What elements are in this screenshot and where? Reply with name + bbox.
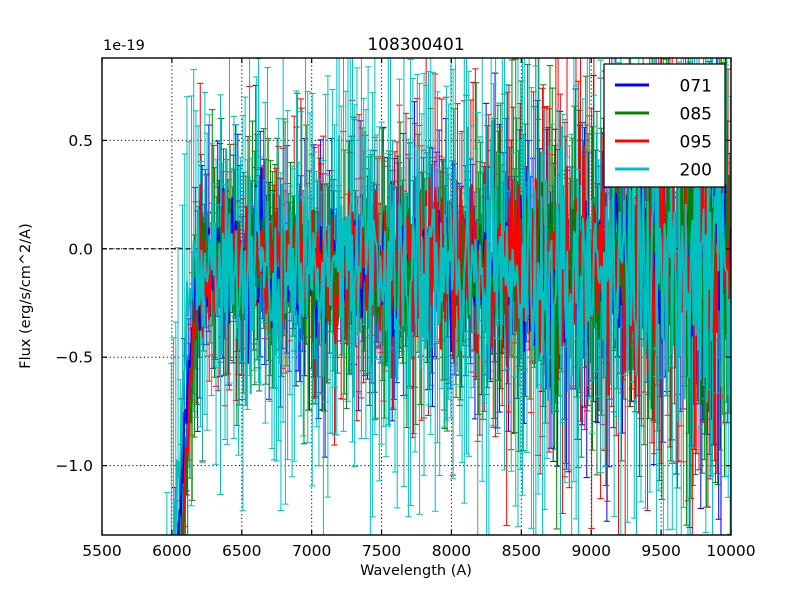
x-tick-label: 6500 — [222, 542, 261, 560]
x-tick-label: 7000 — [292, 542, 331, 560]
page-title: 108300401 — [367, 35, 464, 55]
legend-label-200[interactable]: 200 — [680, 161, 712, 181]
legend-label-071[interactable]: 071 — [680, 77, 712, 97]
y-tick-label: −0.5 — [55, 349, 93, 367]
x-tick-labels: 5500 6000 6500 7000 7500 8000 8500 9000 9500 1000… — [82, 542, 755, 560]
x-tick-label: 6000 — [152, 542, 191, 560]
x-tick-label: 10000 — [706, 542, 755, 560]
x-tick-label: 8000 — [432, 542, 471, 560]
legend-label-095[interactable]: 095 — [680, 133, 712, 153]
x-tick-label: 9500 — [641, 542, 680, 560]
axis-ticks — [101, 58, 732, 535]
x-tick-label: 7500 — [362, 542, 401, 560]
x-tick-label: 5500 — [82, 542, 121, 560]
x-axis-label: Wavelength (A) — [360, 563, 472, 579]
y-tick-labels: 0.5 0.0 −0.5 −1.0 — [55, 132, 93, 475]
legend-label-085[interactable]: 085 — [680, 105, 712, 125]
legend[interactable]: 071 085 095 200 — [603, 63, 726, 188]
y-tick-label: 0.5 — [68, 132, 93, 150]
axes-frame — [101, 57, 732, 536]
y-tick-label: 0.0 — [68, 240, 93, 258]
spectra-layer — [172, 83, 731, 535]
y-axis-offset-label: 1e-19 — [103, 38, 145, 54]
x-tick-label: 9000 — [571, 542, 610, 560]
x-tick-label: 8500 — [502, 542, 541, 560]
y-tick-label: −1.0 — [55, 457, 93, 475]
spectrum-line-200 — [172, 83, 731, 535]
y-axis-label: Flux (erg/s/cm^2/A) — [18, 223, 34, 369]
